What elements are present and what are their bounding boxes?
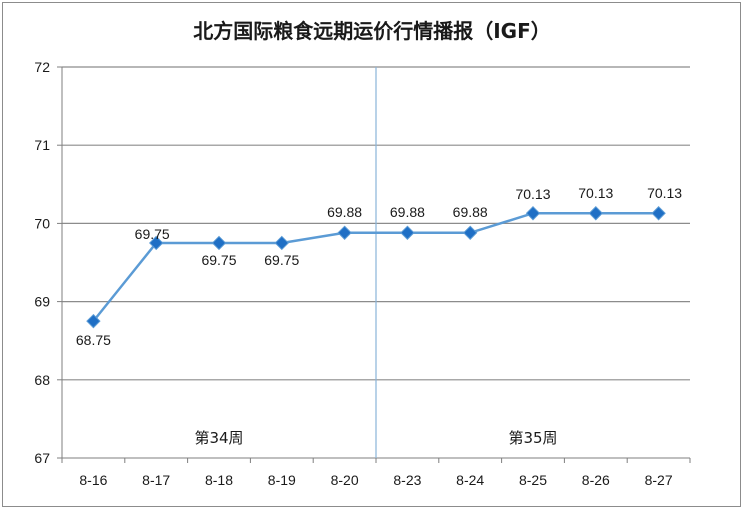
x-tick-label: 8-24	[456, 472, 484, 488]
data-point-marker	[274, 235, 290, 251]
series-markers	[86, 206, 666, 329]
x-tick-label: 8-20	[331, 472, 359, 488]
x-tick-label: 8-27	[645, 472, 673, 488]
data-point-marker	[337, 225, 352, 240]
y-tick-label: 70	[34, 215, 50, 231]
x-tick-labels: 8-16 8-17 8-18 8-19 8-20 8-23 8-24 8-25 8-26 8-27	[61, 458, 691, 488]
week-label-34: 第34周	[194, 429, 243, 447]
x-tick-label: 8-19	[268, 472, 296, 488]
x-tick-label: 8-23	[393, 472, 421, 488]
data-label: 68.75	[76, 332, 111, 348]
data-point-marker	[651, 206, 666, 221]
data-label: 69.75	[135, 226, 170, 242]
chart-title: 北方国际粮食远期运价行情播报（IGF）	[193, 19, 551, 43]
data-point-marker	[462, 225, 478, 240]
data-point-marker	[86, 313, 101, 329]
data-label: 70.13	[578, 185, 613, 201]
data-point-marker	[148, 235, 164, 251]
data-point-marker	[525, 206, 541, 221]
y-tick-label: 72	[34, 59, 50, 75]
data-label: 69.88	[327, 204, 362, 220]
data-label: 70.13	[647, 185, 682, 201]
grid-lines	[57, 66, 690, 459]
data-labels: 68.75 69.75 69.75 69.75 69.88 69.88 69.88 70.13…	[76, 185, 682, 348]
week-label-35: 第35周	[508, 429, 557, 447]
data-point-marker	[588, 206, 604, 221]
data-label: 70.13	[515, 186, 550, 202]
y-tick-label: 69	[34, 294, 50, 310]
series-line	[92, 211, 659, 322]
x-tick-label: 8-17	[142, 472, 170, 488]
data-label: 69.88	[453, 204, 488, 220]
y-tick-label: 71	[34, 137, 50, 153]
x-tick-label: 8-26	[582, 472, 610, 488]
data-label: 69.75	[264, 252, 299, 268]
x-tick-label: 8-18	[205, 472, 233, 488]
x-tick-label: 8-16	[79, 472, 107, 488]
data-label: 69.88	[390, 204, 425, 220]
data-label: 69.75	[201, 252, 236, 268]
y-tick-label: 68	[34, 372, 50, 388]
y-tick-labels: 67 68 69 70 71 72	[34, 59, 50, 466]
x-tick-label: 8-25	[519, 472, 547, 488]
data-point-marker	[211, 235, 227, 251]
y-tick-label: 67	[34, 450, 50, 466]
data-point-marker	[400, 225, 415, 240]
